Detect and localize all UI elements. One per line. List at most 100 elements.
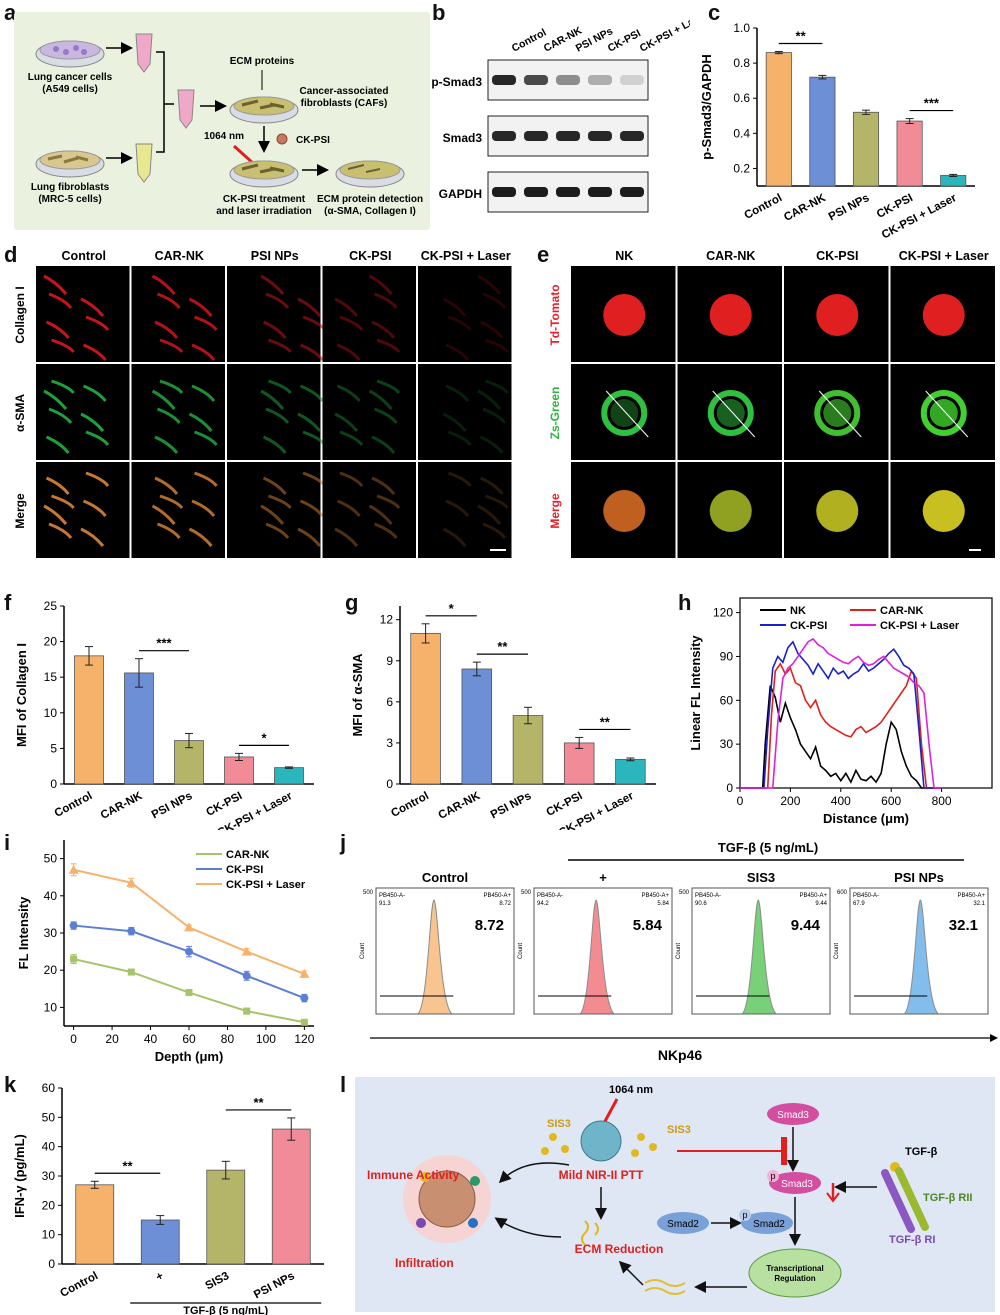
cell-fiber: [445, 343, 470, 361]
line-profile: [712, 390, 756, 438]
cell-fiber: [299, 343, 324, 361]
label-smad2-b: Smad2: [753, 1219, 785, 1230]
cell-fiber: [82, 384, 107, 402]
sis3-dot: [649, 1143, 657, 1151]
legend-label: CAR-NK: [880, 605, 923, 617]
data-point: [241, 946, 252, 956]
blot-band: [492, 75, 516, 85]
column-label: CAR-NK: [706, 249, 755, 263]
flow-cytometry-j: TGF-β (5 ng/mL) Control PB450-A- PB450-A+ 91…: [360, 840, 998, 1063]
smad3-top: [767, 1103, 819, 1125]
positive-percent: 8.72: [475, 917, 504, 934]
cell-body: [929, 399, 958, 427]
cell-body: [823, 399, 852, 427]
bar: [765, 52, 792, 187]
micrograph-tile: [418, 364, 512, 460]
count-label: Count: [360, 943, 366, 959]
significance-label: **: [796, 29, 807, 44]
x-tick-label: 120: [294, 1032, 314, 1046]
gate-label-left: PB450-A-: [853, 893, 879, 899]
sis3-dot: [631, 1149, 639, 1157]
x-tick-label: Control: [742, 192, 784, 222]
label-transcription-1: Transcriptional: [766, 1264, 823, 1273]
cell-fiber: [336, 384, 361, 402]
x-tick-label: 80: [221, 1032, 235, 1046]
cell-fiber: [82, 343, 107, 361]
cell-fiber: [151, 389, 176, 410]
positive-percent: 32.1: [949, 917, 978, 934]
tube-2: [135, 143, 153, 183]
bar: [140, 1219, 180, 1265]
panel-label-l: l: [340, 1072, 347, 1097]
cell-body: [610, 399, 639, 427]
bar: [940, 175, 967, 187]
positive-percent: 5.84: [633, 917, 663, 934]
micrograph-tile: [418, 266, 512, 362]
cell-fiber: [442, 297, 467, 317]
gate-label-right: PB450-A+: [799, 893, 827, 899]
sis3-dot: [561, 1145, 569, 1153]
series-line: [740, 640, 942, 789]
cell-fiber: [445, 384, 470, 402]
data-point: [70, 955, 78, 963]
y-axis-label: IFN-γ (pg/mL): [12, 1134, 27, 1218]
significance-label: *: [261, 730, 267, 745]
chart-c: 0.2 0.4 0.6 0.8 1.0 p-Smad3/GAPDH ControlCAR-N…: [699, 21, 975, 240]
microscopy-d: Control CAR-NK PSI NPs CK-PSI CK-PSI + Laser…: [13, 249, 512, 558]
flow-title: PSI NPs: [894, 870, 944, 885]
legend-label: CAR-NK: [226, 849, 269, 861]
cell-fiber: [373, 292, 398, 309]
legend-label: CK-PSI + Laser: [880, 620, 960, 632]
data-point: [243, 1007, 251, 1015]
label-ckpsi: CK-PSI: [296, 135, 330, 146]
cell-body: [922, 294, 965, 336]
row-label: α-SMA: [13, 394, 27, 432]
data-point: [299, 968, 310, 978]
receptor-r2: [895, 1167, 929, 1231]
cell-fiber: [188, 412, 213, 432]
y-tick-label: 30: [44, 926, 58, 940]
x-tick-label: 400: [831, 794, 851, 808]
column-label: NK: [615, 249, 633, 263]
cell-fiber: [479, 435, 504, 454]
bracket: [156, 51, 174, 153]
cell-fiber: [262, 435, 287, 454]
line-profile: [605, 390, 649, 438]
micrograph-tile: [36, 364, 130, 460]
label-treatment-2: and laser irradiation: [216, 206, 312, 217]
cell-fiber: [80, 412, 105, 432]
label-l-1064nm: 1064 nm: [609, 1084, 653, 1096]
cell-fiber: [299, 499, 324, 517]
cell-body: [603, 490, 646, 532]
gate-value-right: 5.84: [657, 901, 669, 907]
y-axis-label: MFI of α-SMA: [350, 653, 365, 737]
y-tick-label: 0.2: [733, 161, 750, 175]
gate-label-right: PB450-A+: [483, 893, 511, 899]
blot-band: [524, 131, 548, 141]
row-label: Td-Tomato: [548, 284, 562, 345]
y-tick-label: 60: [42, 1081, 56, 1095]
significance-label: ***: [156, 636, 172, 651]
y-tick-label: 10: [44, 706, 58, 720]
blot-band: [620, 131, 644, 141]
y-tick-max: 500: [521, 890, 532, 896]
y-tick-label: 20: [44, 963, 58, 977]
cell-fiber: [477, 504, 502, 525]
cell-fiber: [334, 297, 359, 317]
y-axis-label: MFI of Collagen I: [14, 643, 29, 747]
cell-fiber: [45, 435, 70, 454]
cell-fiber: [260, 389, 285, 410]
y-tick-label: 0.4: [733, 126, 750, 140]
cell-fiber: [154, 435, 179, 454]
y-tick-label: 6: [386, 695, 393, 709]
cell-fiber: [43, 274, 68, 295]
gate-label-left: PB450-A-: [695, 893, 721, 899]
x-tick-label: 60: [182, 1032, 196, 1046]
dish-lung-fibroblasts: [35, 150, 105, 178]
x-tick-label: CAR-NK: [782, 192, 828, 224]
cell-fiber: [297, 412, 322, 432]
cell-fiber: [368, 274, 393, 295]
row-label: Zs-Green: [548, 387, 562, 440]
cell-fiber: [482, 292, 507, 309]
cell-fiber: [482, 407, 507, 424]
